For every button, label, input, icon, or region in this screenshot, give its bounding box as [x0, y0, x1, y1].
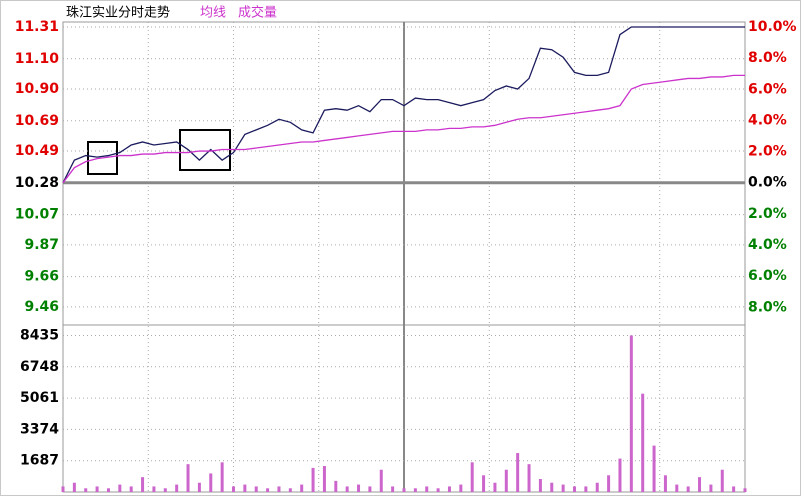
volume-bar: [402, 488, 406, 492]
volume-bar: [254, 486, 258, 492]
line-series: [62, 74, 745, 184]
volume-bar: [550, 482, 554, 492]
volume-bar: [629, 335, 633, 492]
volume-bar: [118, 484, 122, 492]
y2-tick-label: 2.0%: [748, 144, 787, 160]
volume-bar: [84, 488, 88, 492]
y2-tick-label: 4.0%: [748, 237, 787, 253]
y2-tick-label: 6.0%: [748, 81, 787, 97]
volume-bar: [129, 486, 133, 492]
y2-tick-label: 10.0%: [748, 19, 797, 35]
volume-bar: [266, 488, 270, 492]
y-tick-label: 9.66: [24, 269, 59, 285]
volume-bar: [368, 486, 372, 492]
volume-bar: [641, 393, 645, 492]
y-tick-label: 10.07: [15, 207, 59, 223]
legend-entry: 均线: [200, 6, 226, 21]
volume-bar: [345, 486, 349, 492]
volume-bar: [459, 484, 463, 492]
y-tick-label: 10.28: [15, 175, 59, 191]
volume-bar: [436, 488, 440, 492]
volume-bar: [447, 486, 451, 492]
volume-bar: [561, 484, 565, 492]
volume-bar: [686, 486, 690, 492]
volume-bar: [482, 475, 486, 492]
volume-bar: [322, 466, 326, 492]
legend-entry: 成交量: [238, 5, 277, 21]
y2-tick-label: 4.0%: [748, 112, 787, 128]
highlight-box: [87, 141, 118, 175]
volume-bar: [197, 482, 201, 492]
volume-bar: [504, 469, 508, 492]
volume-bar: [709, 484, 713, 492]
volume-bar: [538, 479, 542, 492]
y-tick-label: 5061: [20, 390, 59, 406]
volume-bar: [311, 467, 315, 492]
volume-bar: [618, 458, 622, 492]
volume-bar: [243, 484, 247, 492]
y-tick-label: 3374: [20, 421, 59, 437]
volume-bar: [675, 484, 679, 492]
volume-bar: [413, 488, 417, 492]
volume-bar: [186, 464, 190, 492]
volume-bar: [698, 477, 702, 492]
y2-tick-label: 0.0%: [748, 175, 787, 191]
volume-bar: [288, 488, 292, 492]
volume-bar: [493, 482, 497, 492]
volume-bar: [163, 488, 167, 492]
y-tick-label: 8435: [20, 327, 59, 343]
y2-tick-label: 6.0%: [748, 268, 787, 284]
chart-title: 珠江实业分时走势: [66, 5, 170, 21]
volume-bar: [141, 477, 145, 492]
volume-bar: [72, 482, 76, 492]
y-tick-label: 10.90: [15, 81, 60, 97]
y-tick-label: 1687: [20, 453, 59, 469]
volume-bar: [220, 462, 224, 492]
volume-bar: [743, 488, 747, 492]
volume-bar: [95, 486, 99, 492]
volume-bar: [595, 482, 599, 492]
volume-bar: [106, 488, 110, 492]
volume-bar: [357, 484, 361, 492]
volume-bar: [391, 486, 395, 492]
volume-bar: [573, 486, 576, 492]
volume-bar: [470, 462, 474, 492]
y2-tick-label: 2.0%: [748, 206, 787, 222]
volume-bar: [527, 464, 531, 492]
y-tick-label: 10.49: [15, 143, 59, 159]
y2-tick-label: 8.0%: [748, 299, 787, 315]
volume-bar: [607, 475, 611, 492]
y-tick-label: 9.87: [24, 237, 59, 253]
volume-bar: [516, 453, 520, 492]
volume-bar: [663, 475, 667, 492]
y-tick-label: 10.69: [15, 113, 59, 129]
volume-bar: [584, 486, 588, 492]
y-tick-label: 11.31: [15, 19, 59, 35]
y-tick-label: 9.46: [24, 299, 59, 315]
volume-bar: [652, 445, 656, 492]
volume-bar: [732, 486, 736, 492]
volume-bar: [379, 469, 383, 492]
volume-bar: [61, 486, 65, 492]
volume-bar: [277, 486, 281, 492]
volume-bar: [300, 484, 304, 492]
volume-bar: [334, 480, 338, 492]
volume-bar: [175, 484, 179, 492]
volume-bar: [720, 469, 724, 492]
y2-tick-label: 8.0%: [748, 50, 787, 66]
volume-bar: [209, 473, 213, 492]
volume-bar: [152, 486, 156, 492]
line-series: [62, 26, 745, 184]
y-tick-label: 11.10: [15, 51, 60, 67]
volume-bar: [425, 486, 429, 492]
y-tick-label: 6748: [20, 359, 59, 375]
volume-bar: [232, 486, 235, 492]
